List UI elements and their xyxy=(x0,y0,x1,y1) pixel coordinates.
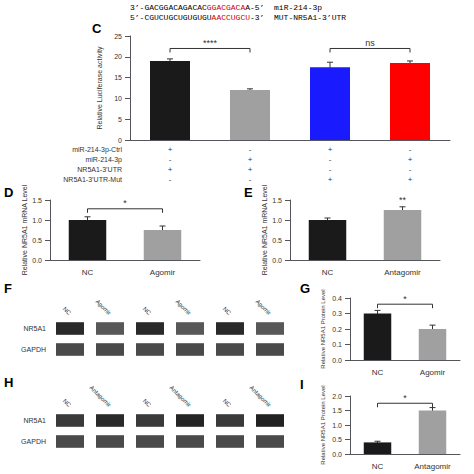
svg-text:-: - xyxy=(409,165,412,174)
svg-text:*: * xyxy=(403,393,407,403)
svg-text:NR5A1-3’UTR: NR5A1-3’UTR xyxy=(77,166,122,173)
svg-text:GGACGACA: GGACGACA xyxy=(207,3,246,12)
svg-text:NR5A1: NR5A1 xyxy=(23,325,46,332)
svg-text:20: 20 xyxy=(114,53,122,60)
svg-text:-: - xyxy=(169,175,172,184)
svg-text:GAPDH: GAPDH xyxy=(21,438,46,445)
svg-text:****: **** xyxy=(203,38,218,48)
svg-text:NC: NC xyxy=(372,462,384,471)
svg-text:0: 0 xyxy=(118,137,122,144)
svg-text:Agomir: Agomir xyxy=(420,368,446,377)
svg-text:2.0: 2.0 xyxy=(332,393,342,400)
svg-text:NC: NC xyxy=(222,398,233,409)
svg-text:0.5: 0.5 xyxy=(272,237,282,244)
svg-text:1.5: 1.5 xyxy=(332,407,342,414)
svg-text:Antagomir: Antagomir xyxy=(414,462,451,471)
svg-text:0.2: 0.2 xyxy=(332,326,342,333)
svg-text:*: * xyxy=(403,294,407,304)
svg-text:5’-CGUCUGCUGUGUGU: 5’-CGUCUGCUGUGUGU xyxy=(130,13,212,22)
svg-text:0.0: 0.0 xyxy=(332,357,342,364)
svg-text:0.5: 0.5 xyxy=(32,237,42,244)
svg-text:-: - xyxy=(249,145,252,154)
svg-text:miR-214-3p: miR-214-3p xyxy=(85,156,122,164)
svg-text:+: + xyxy=(248,165,253,174)
svg-text:NC: NC xyxy=(82,268,94,277)
svg-text:-: - xyxy=(249,175,252,184)
svg-text:-: - xyxy=(409,145,412,154)
svg-text:G: G xyxy=(300,281,310,296)
svg-text:+: + xyxy=(168,165,173,174)
svg-text:15: 15 xyxy=(114,74,122,81)
svg-text:0.1: 0.1 xyxy=(332,341,342,348)
svg-text:0.0: 0.0 xyxy=(272,257,282,264)
svg-text:miR-214-3p-Ctrl: miR-214-3p-Ctrl xyxy=(72,146,122,154)
svg-text:Antagomir: Antagomir xyxy=(249,385,273,409)
svg-text:Agomir: Agomir xyxy=(94,298,112,316)
svg-text:NC: NC xyxy=(222,306,233,317)
svg-text:A-5’ miR-214-3p: A-5’ miR-214-3p xyxy=(245,3,322,12)
svg-text:AACCUGCU: AACCUGCU xyxy=(212,13,251,22)
svg-text:+: + xyxy=(248,155,253,164)
svg-text:NC: NC xyxy=(62,306,73,317)
svg-text:+: + xyxy=(168,145,173,154)
svg-text:NC: NC xyxy=(372,368,384,377)
svg-text:Antagomir: Antagomir xyxy=(169,385,193,409)
svg-text:0.0: 0.0 xyxy=(32,257,42,264)
svg-text:1.0: 1.0 xyxy=(332,422,342,429)
svg-text:NR5A1: NR5A1 xyxy=(23,417,46,424)
svg-text:Relative Luciferase activity: Relative Luciferase activity xyxy=(96,46,104,129)
svg-text:Antagomir: Antagomir xyxy=(384,268,421,277)
svg-text:F: F xyxy=(4,281,12,296)
svg-text:10: 10 xyxy=(114,95,122,102)
svg-text:NC: NC xyxy=(322,268,334,277)
svg-text:C: C xyxy=(92,21,102,36)
svg-text:+: + xyxy=(408,155,413,164)
svg-text:1.5: 1.5 xyxy=(32,197,42,204)
svg-text:1.0: 1.0 xyxy=(272,217,282,224)
svg-text:5: 5 xyxy=(118,116,122,123)
svg-text:NC: NC xyxy=(62,398,73,409)
svg-text:Agomir: Agomir xyxy=(174,298,192,316)
svg-text:0.3: 0.3 xyxy=(332,310,342,317)
svg-text:ns: ns xyxy=(365,38,375,48)
svg-text:*: * xyxy=(123,198,127,208)
svg-text:-3’ MUT-NR5A1-3’UTR: -3’ MUT-NR5A1-3’UTR xyxy=(250,13,346,22)
svg-text:I: I xyxy=(300,377,304,392)
svg-text:+: + xyxy=(328,175,333,184)
svg-text:Relative NR5A1 mRNA Level: Relative NR5A1 mRNA Level xyxy=(21,184,28,275)
svg-text:Antagomir: Antagomir xyxy=(89,385,113,409)
svg-text:Relative NR5A1 Protein Level: Relative NR5A1 Protein Level xyxy=(320,385,326,464)
svg-text:NR5A1-3’UTR-Mut: NR5A1-3’UTR-Mut xyxy=(63,176,122,183)
svg-text:1.0: 1.0 xyxy=(32,217,42,224)
svg-text:-: - xyxy=(329,165,332,174)
svg-text:-: - xyxy=(169,155,172,164)
svg-text:Agomir: Agomir xyxy=(150,268,176,277)
svg-text:E: E xyxy=(244,185,253,200)
svg-text:+: + xyxy=(408,175,413,184)
svg-text:+: + xyxy=(328,145,333,154)
svg-text:D: D xyxy=(4,185,13,200)
svg-text:**: ** xyxy=(399,195,407,205)
svg-text:1.5: 1.5 xyxy=(272,197,282,204)
svg-text:Relative NR5A1 mRNA Level: Relative NR5A1 mRNA Level xyxy=(261,184,268,275)
svg-text:NC: NC xyxy=(142,306,153,317)
svg-text:25: 25 xyxy=(114,33,122,40)
svg-text:NC: NC xyxy=(142,398,153,409)
svg-text:Relative NR5A1 Protein Level: Relative NR5A1 Protein Level xyxy=(320,289,326,368)
svg-text:-: - xyxy=(329,155,332,164)
svg-text:0.0: 0.0 xyxy=(332,451,342,458)
svg-text:H: H xyxy=(4,375,13,390)
svg-text:3’-GACGGACAGACAC: 3’-GACGGACAGACAC xyxy=(130,3,207,12)
svg-text:GAPDH: GAPDH xyxy=(21,346,46,353)
svg-text:0.5: 0.5 xyxy=(332,436,342,443)
svg-text:Agomir: Agomir xyxy=(254,298,272,316)
svg-text:0.4: 0.4 xyxy=(332,295,342,302)
